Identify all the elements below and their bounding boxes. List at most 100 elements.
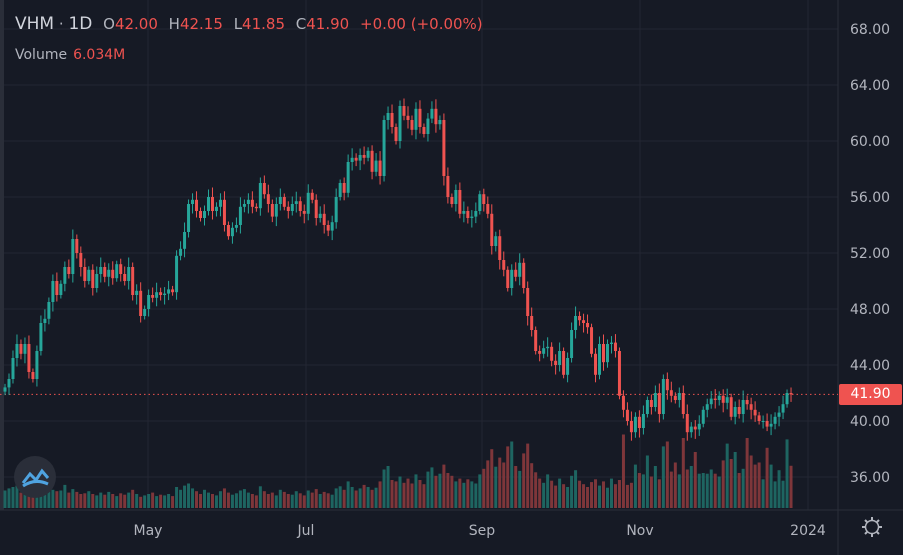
candle-body (526, 288, 530, 316)
candle-body (163, 293, 167, 295)
volume-bar (67, 492, 71, 508)
gear-icon[interactable] (860, 515, 884, 539)
volume-bar (15, 485, 19, 508)
candle-body (418, 108, 422, 127)
candle-body (605, 344, 609, 363)
volume-bar (761, 479, 765, 508)
candle-body (498, 236, 502, 260)
volume-bar (578, 480, 582, 508)
volume-bar (326, 493, 330, 508)
candle-body (226, 225, 230, 237)
volume-bar (31, 494, 35, 508)
candle-body (426, 118, 430, 134)
candle-body (494, 236, 498, 246)
volume-bar (294, 491, 298, 508)
candle-body (27, 344, 31, 372)
volume-bar (270, 492, 274, 508)
volume-bar (119, 493, 123, 508)
volume-bar (605, 487, 609, 508)
symbol-name[interactable]: VHM (15, 14, 55, 34)
volume-bar (745, 438, 749, 508)
open-label: O (103, 15, 115, 33)
candle-body (673, 395, 677, 400)
volume-label[interactable]: Volume (15, 47, 68, 63)
x-tick-label: May (134, 523, 163, 539)
volume-bar (250, 494, 254, 508)
volume-bar (490, 449, 494, 508)
volume-bar (741, 468, 745, 508)
candle-body (246, 199, 250, 204)
volume-bar (737, 473, 741, 508)
candle-body (769, 423, 773, 427)
candle-body (538, 351, 542, 354)
candle-body (530, 316, 534, 330)
candle-body (11, 358, 15, 379)
volume-bar (191, 488, 195, 508)
candle-body (725, 397, 729, 403)
volume-bar (518, 470, 522, 508)
candle-body (67, 267, 71, 274)
candle-body (107, 269, 111, 277)
volume-bar (95, 495, 99, 508)
candle-body (434, 108, 438, 125)
candle-body (773, 416, 777, 424)
candle-body (486, 204, 490, 214)
candle-body (346, 162, 350, 193)
candle-body (19, 344, 23, 354)
volume-bar (143, 495, 147, 508)
volume-bar (91, 494, 95, 508)
volume-bar (123, 494, 127, 508)
volume-bar (757, 462, 761, 508)
candle-body (203, 211, 206, 218)
candle-body (514, 269, 518, 277)
candle-body (558, 351, 562, 365)
volume-bar (163, 495, 167, 508)
candle-body (781, 404, 785, 413)
candle-body (294, 201, 298, 204)
volume-bar (637, 473, 641, 508)
candle-body (566, 358, 570, 375)
candle-body (262, 183, 266, 195)
volume-bar (438, 473, 442, 508)
candle-body (430, 108, 434, 119)
volume-bar (195, 491, 199, 508)
volume-bar (617, 480, 621, 508)
close-value: 41.90 (306, 15, 350, 33)
volume-bar (558, 478, 562, 508)
volume-bar (574, 470, 578, 508)
candle-body (765, 421, 769, 427)
candle-body (210, 197, 214, 211)
volume-bar (274, 495, 278, 508)
volume-bar (43, 488, 47, 508)
candle-body (91, 269, 95, 288)
volume-bar (390, 480, 394, 508)
candle-body (578, 316, 582, 321)
candle-body (410, 120, 414, 130)
x-tick-label: Sep (469, 523, 496, 539)
volume-bar (11, 487, 15, 508)
candle-body (709, 398, 713, 405)
x-tick-label: 2024 (790, 523, 826, 539)
volume-bar (430, 467, 434, 508)
candle-body (47, 302, 51, 319)
interval[interactable]: 1D (68, 14, 93, 34)
candle-body (685, 414, 689, 433)
volume-bar (406, 478, 410, 508)
volume-bar (402, 482, 406, 508)
candle-body (378, 160, 382, 176)
y-tick-label: 64.00 (850, 78, 890, 94)
candle-body (55, 281, 59, 295)
open-value: 42.00 (114, 15, 158, 33)
candle-body (354, 157, 358, 161)
close-label: C (295, 15, 307, 33)
candle-body (602, 344, 605, 363)
y-tick-label: 48.00 (850, 302, 890, 318)
candle-body (705, 404, 709, 410)
tradingview-logo-icon[interactable] (14, 456, 56, 498)
candle-body (258, 183, 262, 209)
candle-body (482, 194, 486, 204)
candle-body (23, 344, 27, 354)
volume-bar (442, 464, 446, 508)
volume-bar (310, 492, 314, 508)
